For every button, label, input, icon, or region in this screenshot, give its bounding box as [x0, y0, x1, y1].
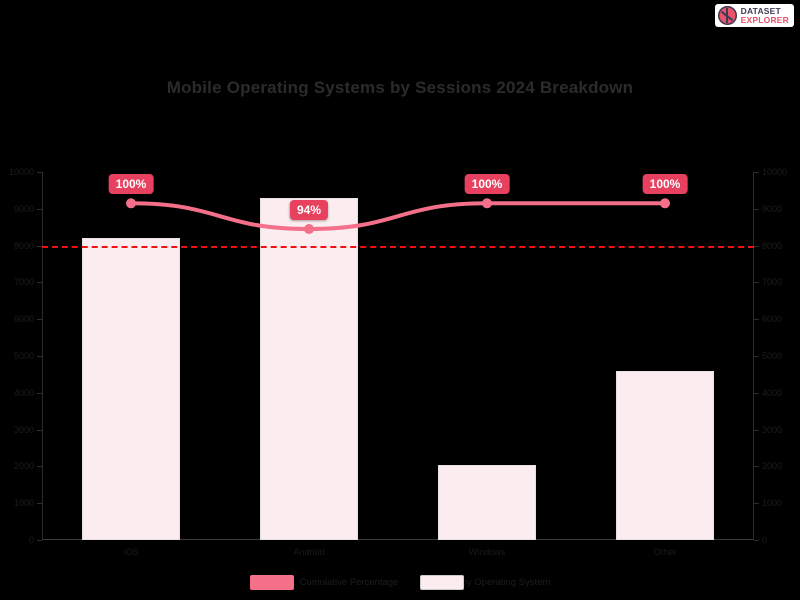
y-axis-tick-r	[754, 172, 759, 173]
y-axis-label-left: 6000	[13, 314, 34, 325]
y-axis-tick-l	[37, 429, 42, 431]
logo-line-1: DATASET	[740, 6, 781, 16]
y-axis-label-left: 0	[28, 535, 34, 545]
legend-item[interactable]: Sessions by Operating System	[420, 575, 551, 590]
legend-swatch-bar	[420, 575, 465, 590]
y-axis-label-left: 2000	[13, 461, 34, 472]
data-label: 94%	[289, 200, 329, 221]
y-axis-label-right: 2000	[762, 461, 783, 472]
y-axis-right	[753, 172, 754, 540]
y-axis-label-right: 6000	[762, 314, 783, 325]
y-axis-tick-r	[754, 429, 759, 431]
y-axis-label-left: 10000	[8, 167, 34, 177]
plot-area: 10000 10000 9000 9000 8000 8000 7000 7000 6000 60…	[9, 167, 787, 557]
y-axis-tick-l	[37, 282, 42, 284]
y-axis-label-right: 1000	[762, 498, 783, 509]
x-axis-label: Other	[653, 547, 677, 557]
line-marker[interactable]	[126, 198, 136, 209]
line-marker[interactable]	[482, 198, 492, 209]
y-axis-label-left: 7000	[13, 277, 34, 288]
y-axis-tick-r	[754, 503, 759, 505]
bar-ios[interactable]	[82, 238, 180, 540]
y-axis-label-right: 7000	[762, 277, 783, 288]
legend-label: Sessions by Operating System	[420, 577, 551, 588]
y-axis-tick-l	[37, 503, 42, 505]
chart-legend: Cumulative Percentage Sessions by Operati…	[0, 575, 800, 590]
x-axis-label: Android	[293, 547, 325, 557]
y-axis-label-left: 5000	[13, 351, 34, 361]
legend-item[interactable]: Cumulative Percentage	[249, 575, 399, 590]
y-axis-tick-l	[37, 245, 42, 247]
y-axis-tick-r	[754, 245, 759, 247]
bar-android[interactable]	[260, 197, 358, 540]
y-axis-left	[42, 172, 43, 540]
y-axis-tick-r	[754, 466, 759, 468]
y-axis-label-right: 3000	[762, 424, 783, 435]
data-label: 100%	[464, 174, 510, 195]
y-axis-tick-r	[754, 356, 759, 357]
legend-swatch-line	[249, 575, 294, 590]
line-marker[interactable]	[304, 224, 314, 235]
logo-line-2: EXPLORER	[740, 14, 789, 25]
y-axis-label-left: 8000	[13, 240, 34, 251]
y-axis-tick-l	[37, 208, 42, 210]
x-axis	[42, 539, 754, 540]
y-axis-label-left: 4000	[13, 387, 34, 398]
cumulative-line	[126, 198, 670, 235]
y-axis-label-right: 4000	[762, 387, 783, 398]
logo-text: DATASET EXPLORER	[741, 7, 789, 24]
y-axis-tick-l	[37, 356, 42, 357]
data-label: 100%	[108, 174, 154, 195]
x-axis-label: iOS	[123, 547, 139, 557]
y-axis-label-right: 5000	[762, 351, 783, 361]
y-axis-tick-l	[37, 466, 42, 468]
y-axis-tick-r	[754, 540, 759, 541]
x-axis-label: Windows	[468, 547, 506, 557]
brand-logo: DATASET EXPLORER	[714, 4, 794, 27]
y-axis-tick-r	[754, 208, 759, 210]
y-axis-tick-l	[37, 540, 42, 541]
bar-windows[interactable]	[438, 464, 536, 540]
bar-other[interactable]	[616, 370, 714, 540]
y-axis-tick-r	[754, 282, 759, 284]
y-axis-label-left: 9000	[13, 203, 34, 214]
y-axis-label-right: 8000	[762, 240, 783, 251]
y-axis-tick-l	[37, 392, 42, 394]
y-axis-label-right: 0	[762, 535, 768, 545]
y-axis-label-right: 10000	[762, 167, 788, 177]
globe-compass-icon	[717, 6, 737, 25]
data-label: 100%	[642, 174, 688, 195]
y-axis-tick-l	[37, 172, 42, 173]
y-axis-label-right: 9000	[762, 203, 783, 214]
reference-line	[42, 245, 754, 248]
line-marker[interactable]	[660, 198, 670, 209]
legend-label: Cumulative Percentage	[299, 577, 399, 588]
y-axis-label-left: 1000	[13, 498, 34, 509]
chart-title: Mobile Operating Systems by Sessions 202…	[166, 78, 634, 97]
y-axis-tick-r	[754, 392, 759, 394]
y-axis-tick-r	[754, 319, 759, 321]
y-axis-tick-l	[37, 319, 42, 321]
y-axis-label-left: 3000	[13, 424, 34, 435]
